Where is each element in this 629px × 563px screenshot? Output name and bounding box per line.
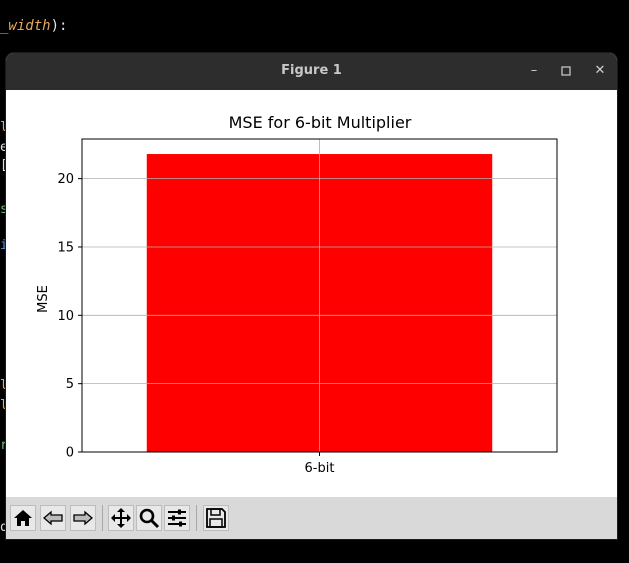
figure-window: Figure 1 – ✕ 0 5 10 15 20 6-bit MSE for 6-bit…: [6, 53, 617, 539]
y-tick-label: 15: [57, 240, 74, 255]
background-fragment: l: [0, 378, 8, 393]
background-fragment: o: [0, 520, 8, 535]
y-tick-label: 20: [57, 172, 74, 187]
back-icon: [43, 510, 63, 526]
y-tick-label: 10: [57, 309, 74, 324]
back-button[interactable]: [40, 505, 66, 531]
background-code-line: _width):: [0, 18, 67, 34]
minimize-button[interactable]: –: [530, 63, 538, 78]
y-tick-label: 5: [66, 377, 74, 392]
y-tick-label: 0: [66, 446, 74, 461]
x-tick-label: 6-bit: [305, 461, 335, 476]
toolbar-separator: [196, 505, 197, 531]
zoom-button[interactable]: [136, 505, 162, 531]
configure-subplots-button[interactable]: [164, 505, 190, 531]
save-button[interactable]: [203, 505, 229, 531]
forward-button[interactable]: [70, 505, 96, 531]
background-fragment: s: [0, 202, 8, 217]
y-axis-label: MSE: [36, 285, 51, 313]
close-button[interactable]: ✕: [594, 63, 606, 78]
pan-icon: [111, 508, 131, 528]
configure-icon: [168, 509, 186, 527]
home-button[interactable]: [10, 505, 36, 531]
forward-icon: [73, 510, 93, 526]
chart-title: MSE for 6-bit Multiplier: [229, 113, 412, 132]
background-fragment: l: [0, 120, 8, 135]
home-icon: [14, 510, 32, 526]
background-fragment: l: [0, 398, 8, 413]
maximize-icon: [561, 66, 571, 76]
background-fragment: r: [0, 438, 8, 453]
bar-chart: 0 5 10 15 20 6-bit MSE for 6-bit Multiplier M…: [36, 113, 558, 476]
zoom-icon: [139, 508, 160, 529]
window-title: Figure 1: [281, 63, 342, 78]
save-icon: [206, 508, 226, 528]
background-fragment: [: [0, 158, 8, 173]
pan-button[interactable]: [108, 505, 134, 531]
toolbar-separator: [102, 505, 103, 531]
figure-canvas[interactable]: 0 5 10 15 20 6-bit MSE for 6-bit Multiplier M…: [6, 90, 617, 497]
title-bar[interactable]: Figure 1 – ✕: [6, 53, 617, 90]
navigation-toolbar: [6, 497, 617, 539]
background-fragment: i: [0, 238, 8, 253]
code-suffix: ):: [50, 18, 68, 34]
maximize-button[interactable]: [556, 61, 576, 81]
background-fragment: e: [0, 140, 8, 155]
code-fragment: _width: [0, 18, 51, 34]
